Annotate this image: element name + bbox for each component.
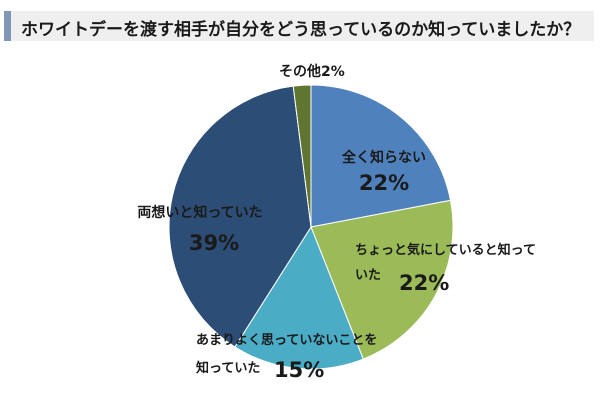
slice-label-3-name: 両想いと知っていた (137, 204, 262, 221)
slice-label-2-name-line1: あまりよく思っていないことを (196, 333, 377, 348)
slice-label-4: その他2% (279, 63, 345, 80)
pie-slice-2 (234, 225, 364, 370)
slice-label-4-value: 2% (321, 64, 345, 80)
pie-slices (168, 84, 454, 370)
slice-label-1-name-line1: ちょっと気にしていると知って (355, 242, 536, 258)
pie-slice-0 (310, 84, 452, 228)
slice-label-2-value: 15% (274, 358, 324, 382)
chart-title: ホワイトデーを渡す相手が自分をどう思っているのか知っていましたか？ (21, 20, 581, 40)
slice-label-0-value: 22% (359, 171, 409, 195)
slice-label-1-value: 22% (399, 271, 449, 295)
slice-label-1-name-line2: いた (355, 268, 381, 283)
pie-slice-3 (168, 85, 312, 348)
pie-slice-4 (292, 84, 312, 228)
pie-slice-1 (310, 199, 454, 360)
slice-label-4-name: その他 (279, 63, 321, 80)
title-accent-bar (4, 11, 11, 41)
slice-label-0-name: 全く知らない (341, 149, 426, 166)
title-bar: ホワイトデーを渡す相手が自分をどう思っているのか知っていましたか？ (4, 11, 594, 41)
slice-label-2-name-line2: 知っていた (196, 360, 260, 376)
slice-label-3-value: 39% (189, 231, 239, 255)
